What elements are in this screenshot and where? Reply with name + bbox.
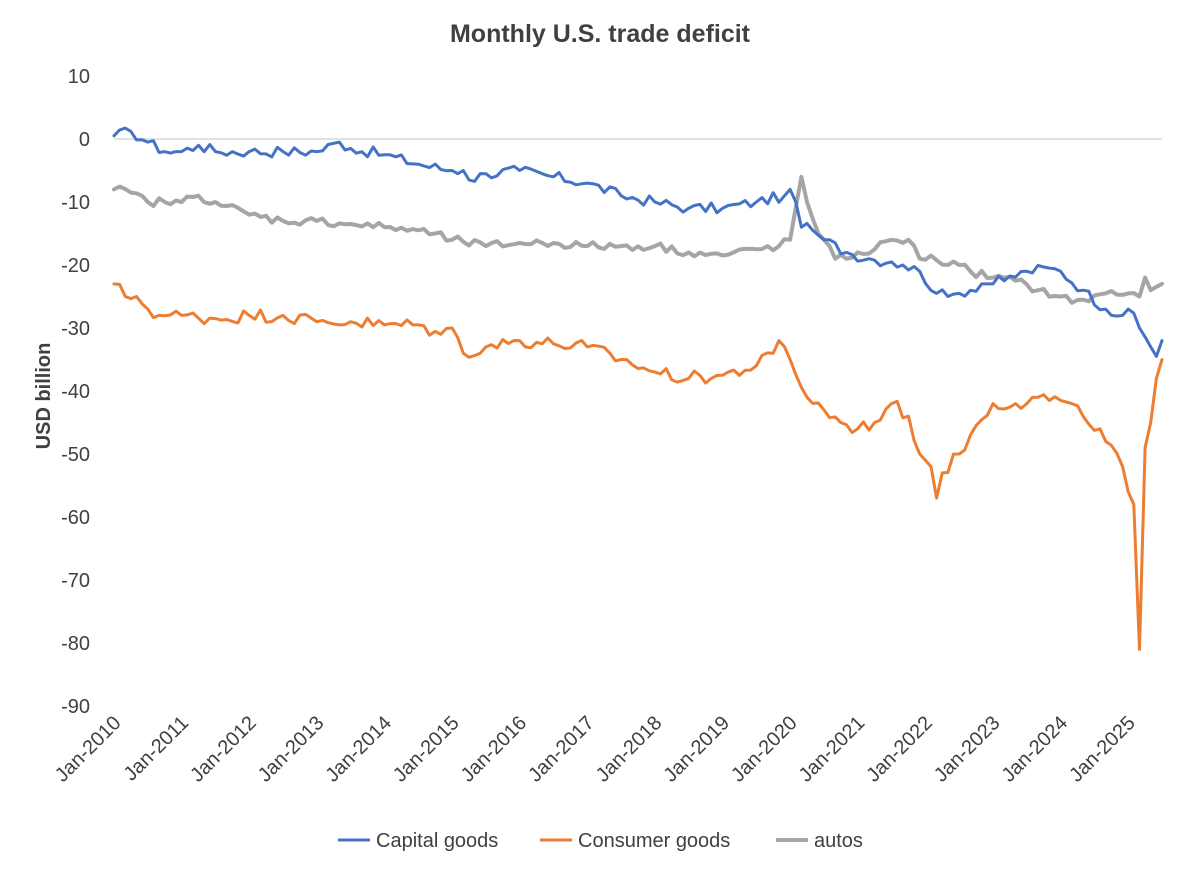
series-line-consumer-goods xyxy=(112,282,1164,651)
legend-label-capital-goods: Capital goods xyxy=(376,830,498,852)
y-tick-label: -40 xyxy=(61,381,90,403)
x-tick-labels: Jan-2010Jan-2011Jan-2012Jan-2013Jan-2014… xyxy=(51,712,1140,787)
x-tick-label: Jan-2023 xyxy=(930,712,1005,787)
x-tick-label: Jan-2022 xyxy=(862,712,937,787)
y-axis-label: USD billion xyxy=(33,343,55,450)
x-tick-label: Jan-2020 xyxy=(727,712,802,787)
y-tick-label: -80 xyxy=(61,633,90,655)
y-tick-label: 0 xyxy=(79,129,90,151)
x-tick-label: Jan-2021 xyxy=(795,712,870,787)
y-tick-label: -50 xyxy=(61,444,90,466)
y-tick-label: -60 xyxy=(61,507,90,529)
x-tick-label: Jan-2017 xyxy=(524,712,599,787)
y-tick-label: -70 xyxy=(61,570,90,592)
chart-title: Monthly U.S. trade deficit xyxy=(450,20,751,48)
x-tick-label: Jan-2013 xyxy=(254,712,329,787)
x-tick-label: Jan-2018 xyxy=(592,712,667,787)
x-tick-label: Jan-2025 xyxy=(1065,712,1140,787)
x-tick-label: Jan-2012 xyxy=(186,712,261,787)
x-tick-label: Jan-2010 xyxy=(51,712,126,787)
legend: Capital goods Consumer goods autos xyxy=(338,830,863,852)
x-tick-label: Jan-2015 xyxy=(389,712,464,787)
y-tick-label: -30 xyxy=(61,318,90,340)
y-tick-label: -20 xyxy=(61,255,90,277)
y-tick-label: 10 xyxy=(68,66,90,88)
series-line-capital-goods xyxy=(112,126,1164,358)
x-tick-label: Jan-2024 xyxy=(998,712,1073,787)
x-tick-label: Jan-2019 xyxy=(660,712,735,787)
x-tick-label: Jan-2014 xyxy=(321,712,396,787)
y-tick-label: -90 xyxy=(61,696,90,718)
legend-label-autos: autos xyxy=(814,830,863,852)
series-line-autos xyxy=(112,174,1164,305)
legend-label-consumer-goods: Consumer goods xyxy=(578,830,730,852)
y-tick-labels: 10 0 -10 -20 -30 -40 -50 -60 -70 -80 -90 xyxy=(61,66,90,718)
y-tick-label: -10 xyxy=(61,192,90,214)
x-tick-label: Jan-2016 xyxy=(457,712,532,787)
x-tick-label: Jan-2011 xyxy=(120,712,193,785)
series-lines xyxy=(112,126,1164,651)
